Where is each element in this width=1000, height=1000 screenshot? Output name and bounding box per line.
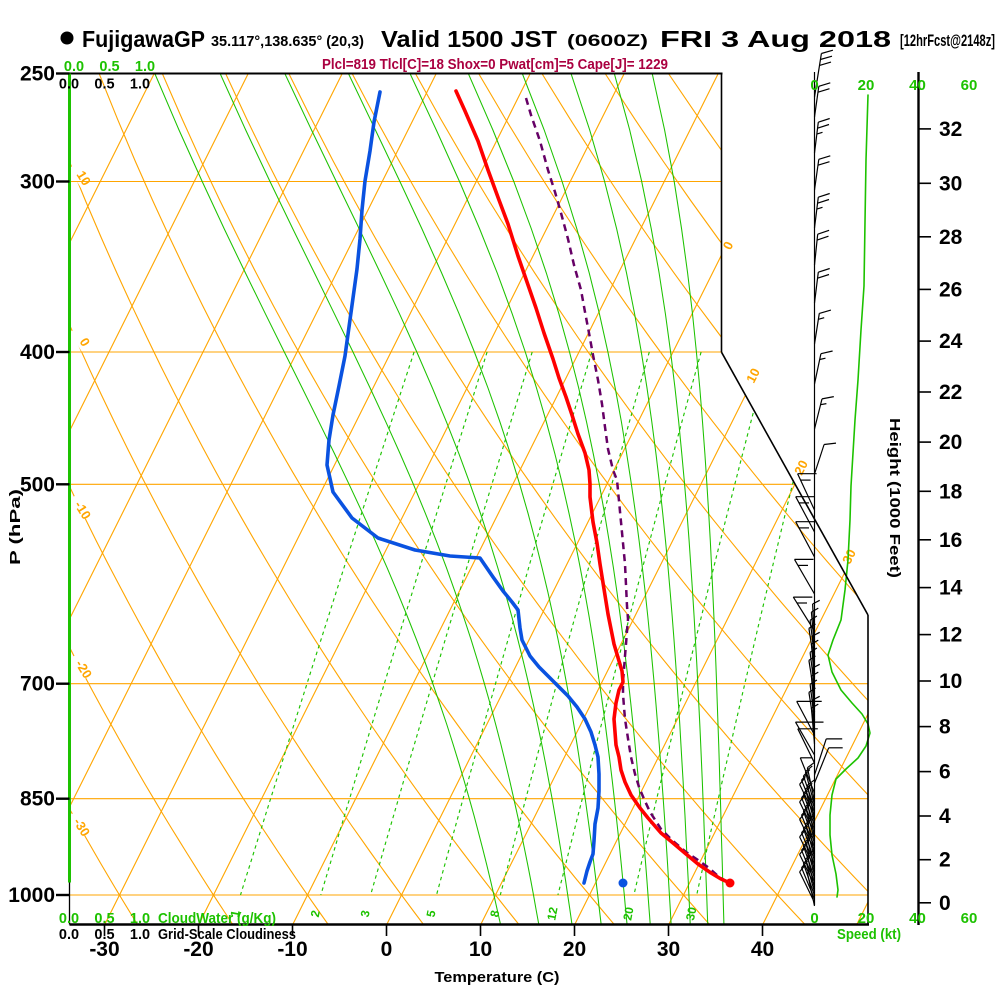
svg-text:1.0: 1.0 xyxy=(130,927,150,943)
svg-text:20: 20 xyxy=(858,77,875,94)
svg-text:32: 32 xyxy=(939,118,962,141)
svg-text:400: 400 xyxy=(20,341,55,364)
svg-text:0: 0 xyxy=(810,77,818,94)
svg-text:16: 16 xyxy=(939,529,962,552)
svg-text:24: 24 xyxy=(939,330,963,353)
svg-text:4: 4 xyxy=(939,805,951,828)
svg-text:30: 30 xyxy=(839,547,859,567)
svg-text:1000: 1000 xyxy=(8,884,55,907)
svg-text:28: 28 xyxy=(939,226,963,249)
svg-text:40: 40 xyxy=(909,910,926,927)
svg-text:14: 14 xyxy=(939,577,963,600)
svg-text:35.117°,138.635° (20,3): 35.117°,138.635° (20,3) xyxy=(211,34,364,50)
svg-text:5: 5 xyxy=(424,909,439,919)
svg-text:Speed (kt): Speed (kt) xyxy=(837,927,901,943)
svg-text:0.0: 0.0 xyxy=(59,911,79,927)
svg-text:0.5: 0.5 xyxy=(94,911,114,927)
svg-text:-10: -10 xyxy=(277,938,307,961)
svg-text:0: 0 xyxy=(381,938,393,961)
svg-text:8: 8 xyxy=(939,716,951,739)
svg-text:18: 18 xyxy=(939,480,963,503)
svg-text:0.5: 0.5 xyxy=(99,59,119,75)
svg-text:0.5: 0.5 xyxy=(94,77,114,93)
svg-text:FujigawaGP: FujigawaGP xyxy=(82,26,205,52)
svg-text:700: 700 xyxy=(20,673,55,696)
svg-text:1.0: 1.0 xyxy=(130,77,150,93)
svg-text:12: 12 xyxy=(544,906,560,922)
svg-text:10: 10 xyxy=(743,366,763,386)
svg-text:0.0: 0.0 xyxy=(59,927,79,943)
svg-text:CloudWater (g/Kg): CloudWater (g/Kg) xyxy=(158,911,276,927)
svg-text:60: 60 xyxy=(961,77,978,94)
svg-text:30: 30 xyxy=(683,906,699,922)
svg-text:Temperature (C): Temperature (C) xyxy=(435,969,560,986)
svg-text:FRI 3 Aug 2018: FRI 3 Aug 2018 xyxy=(660,26,891,52)
svg-text:12: 12 xyxy=(939,624,962,647)
svg-text:60: 60 xyxy=(961,910,978,927)
svg-text:40: 40 xyxy=(751,938,774,961)
svg-text:30: 30 xyxy=(939,172,962,195)
svg-text:0.0: 0.0 xyxy=(64,59,84,75)
svg-text:0.0: 0.0 xyxy=(59,77,79,93)
svg-text:6: 6 xyxy=(939,761,951,784)
svg-text:2: 2 xyxy=(939,849,951,872)
svg-text:Valid 1500 JST: Valid 1500 JST xyxy=(381,26,557,52)
svg-text:10: 10 xyxy=(469,938,492,961)
svg-text:0: 0 xyxy=(810,910,818,927)
svg-text:26: 26 xyxy=(939,278,962,301)
svg-text:500: 500 xyxy=(20,473,55,496)
svg-text:Grid-Scale Cloudiness: Grid-Scale Cloudiness xyxy=(158,927,296,943)
svg-text:22: 22 xyxy=(939,381,962,404)
svg-text:0: 0 xyxy=(939,892,951,915)
svg-text:30: 30 xyxy=(657,938,680,961)
svg-text:20: 20 xyxy=(620,906,636,922)
svg-text:300: 300 xyxy=(20,171,55,194)
svg-text:-20: -20 xyxy=(183,938,213,961)
svg-text:-30: -30 xyxy=(89,938,119,961)
svg-text:1.0: 1.0 xyxy=(130,911,150,927)
svg-text:P (hPa): P (hPa) xyxy=(7,489,24,565)
svg-text:10: 10 xyxy=(939,670,962,693)
svg-text:0.5: 0.5 xyxy=(94,927,114,943)
svg-text:[12hrFcst@2148z]: [12hrFcst@2148z] xyxy=(900,31,995,50)
svg-text:40: 40 xyxy=(909,77,926,94)
svg-text:1.0: 1.0 xyxy=(135,59,155,75)
svg-text:1: 1 xyxy=(228,909,243,919)
svg-text:(0600Z): (0600Z) xyxy=(567,31,648,50)
svg-text:2: 2 xyxy=(308,909,323,919)
svg-text:20: 20 xyxy=(791,458,811,478)
svg-text:20: 20 xyxy=(939,431,962,454)
svg-text:Plcl=819 Tlcl[C]=18 Shox=0 Pwa: Plcl=819 Tlcl[C]=18 Shox=0 Pwat[cm]=5 Ca… xyxy=(322,57,668,73)
svg-text:20: 20 xyxy=(563,938,586,961)
svg-text:8: 8 xyxy=(487,909,502,919)
svg-text:Height (1000 Feet): Height (1000 Feet) xyxy=(886,418,903,578)
svg-text:10: 10 xyxy=(74,168,94,188)
svg-text:3: 3 xyxy=(358,909,373,919)
svg-text:250: 250 xyxy=(20,63,55,86)
svg-text:850: 850 xyxy=(20,788,55,811)
svg-text:20: 20 xyxy=(858,910,875,927)
